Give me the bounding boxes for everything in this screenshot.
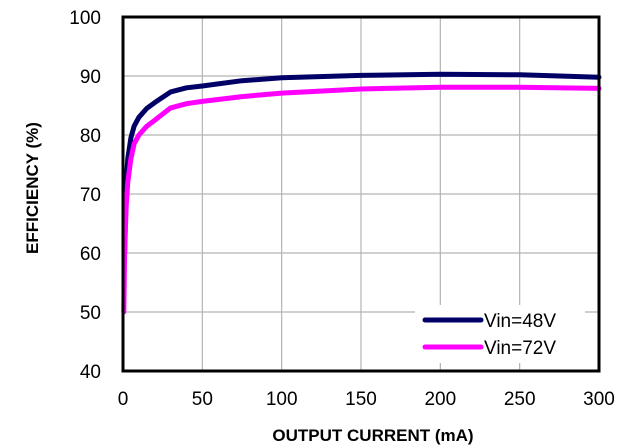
series-lines (121, 71, 602, 315)
legend: Vin=48V Vin=72V (415, 305, 585, 363)
y-tick-label-5: 90 (80, 67, 101, 88)
plot-area-frame (121, 15, 601, 373)
x-tick-label-5: 250 (504, 389, 536, 410)
legend-label-0: Vin=48V (484, 311, 556, 332)
y-tick-label-4: 80 (80, 126, 101, 147)
y-tick-label-6: 100 (69, 8, 101, 29)
series-line-1 (121, 84, 602, 315)
x-tick-label-0: 0 (118, 389, 129, 410)
y-tick-label-0: 40 (80, 362, 101, 383)
x-tick-label-4: 200 (424, 389, 456, 410)
x-tick-label-1: 50 (192, 389, 213, 410)
x-tick-label-6: 300 (583, 389, 615, 410)
y-axis-title: EFFICIENCY (%) (23, 122, 42, 254)
y-tick-label-2: 60 (80, 244, 101, 265)
legend-label-1: Vin=72V (484, 338, 556, 359)
y-tick-label-1: 50 (80, 303, 101, 324)
series-line-0 (122, 71, 602, 256)
legend-box (415, 305, 585, 363)
tick-labels: 0 50 100 150 200 250 300 40 50 60 70 80 90 100 (69, 8, 615, 410)
x-tick-label-3: 150 (345, 389, 377, 410)
y-tick-label-3: 70 (80, 185, 101, 206)
x-tick-label-2: 100 (266, 389, 298, 410)
x-axis-title: OUTPUT CURRENT (mA) (272, 426, 473, 445)
